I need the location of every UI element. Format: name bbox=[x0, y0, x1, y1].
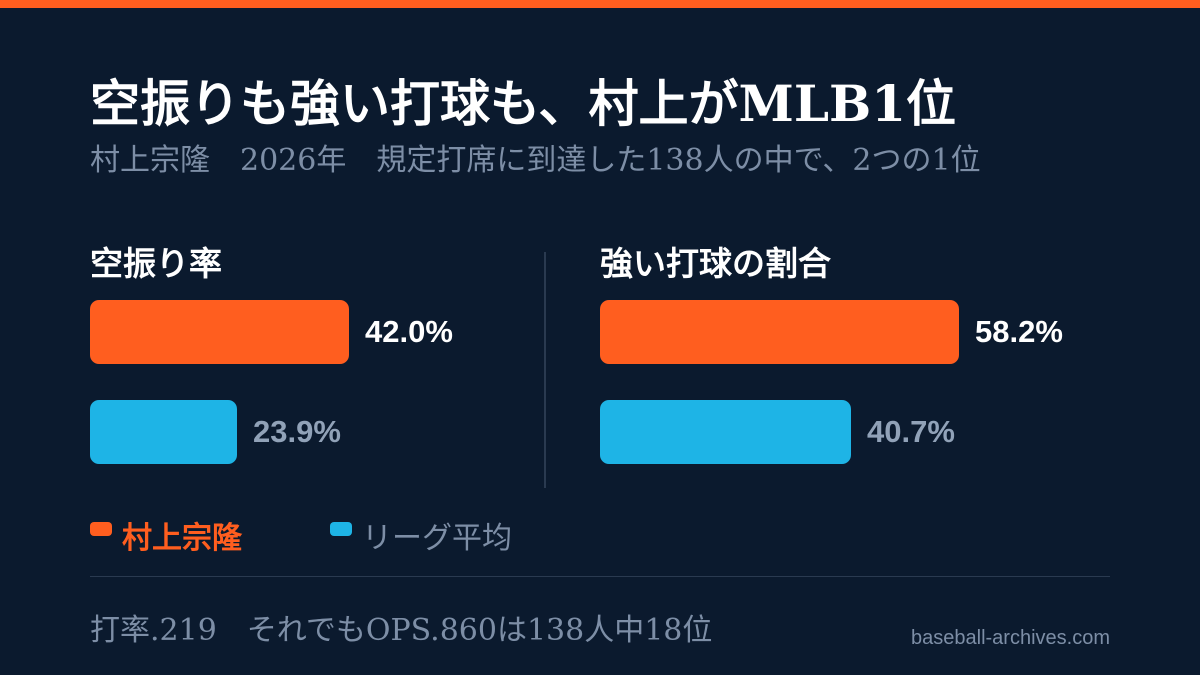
bar-hard-hit-rate-murakami bbox=[600, 300, 959, 364]
legend-label-league-average: リーグ平均 bbox=[362, 521, 512, 556]
chart-subtitle: 村上宗隆 2026年 規定打席に到達した138人の中で、2つの1位 bbox=[90, 143, 981, 178]
footnote: 打率.219 それでもOPS.860は138人中18位 bbox=[90, 613, 713, 648]
legend-swatch-league-average bbox=[330, 522, 352, 536]
panel-divider bbox=[544, 252, 546, 488]
bar-hard-hit-rate-league-average bbox=[600, 400, 851, 464]
legend-label-murakami: 村上宗隆 bbox=[122, 521, 242, 556]
value-label-whiff-rate-league-average: 23.9% bbox=[253, 414, 341, 449]
value-label-hard-hit-rate-murakami: 58.2% bbox=[975, 314, 1063, 349]
panel-title-hard-hit-rate: 強い打球の割合 bbox=[600, 244, 831, 283]
bar-whiff-rate-murakami bbox=[90, 300, 349, 364]
value-label-whiff-rate-murakami: 42.0% bbox=[365, 314, 453, 349]
panel-title-whiff-rate: 空振り率 bbox=[90, 244, 222, 283]
bar-whiff-rate-league-average bbox=[90, 400, 237, 464]
legend-swatch-murakami bbox=[90, 522, 112, 536]
chart-title: 空振りも強い打球も、村上がMLB1位 bbox=[90, 74, 957, 133]
source-credit: baseball-archives.com bbox=[911, 627, 1110, 649]
value-label-hard-hit-rate-league-average: 40.7% bbox=[867, 414, 955, 449]
top-accent-bar bbox=[0, 0, 1200, 8]
footer-divider bbox=[90, 576, 1110, 577]
